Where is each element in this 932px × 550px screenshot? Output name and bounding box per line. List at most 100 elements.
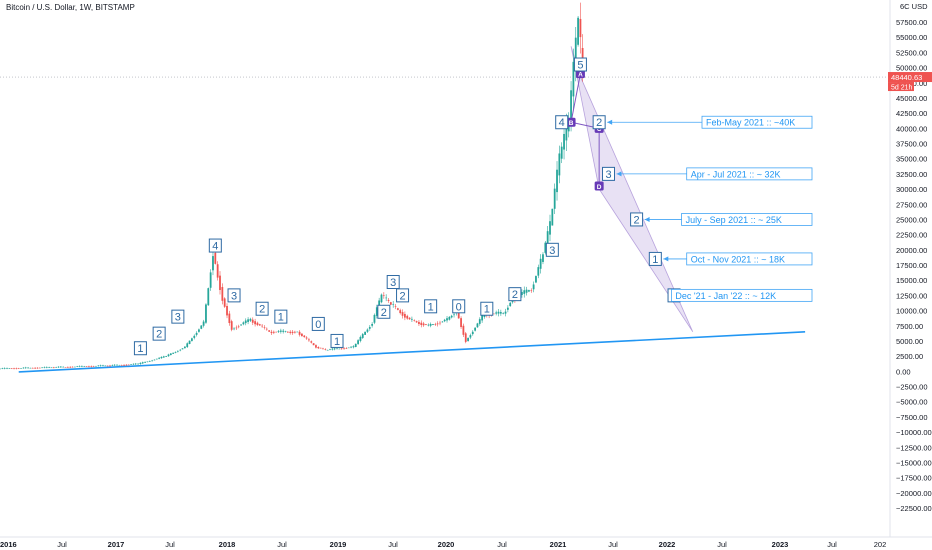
candle-body: [165, 356, 168, 357]
target-label: Feb-May 2021 :: ~40K: [706, 118, 795, 128]
candle-body: [474, 327, 477, 331]
price-tick-label: 17500.00: [896, 261, 927, 270]
wave-label-box: [274, 309, 288, 324]
candle-body: [193, 335, 196, 338]
candle-body: [282, 330, 285, 332]
candle-body: [17, 368, 20, 369]
wave-label-box: [377, 304, 391, 319]
candle-body: [329, 349, 331, 350]
candle-body: [109, 365, 111, 367]
wave-label: 3: [605, 169, 611, 181]
candle-body: [256, 322, 259, 325]
candle-body: [572, 61, 575, 97]
candle-body: [31, 367, 34, 369]
candle-body: [48, 367, 51, 368]
candle-body: [539, 258, 542, 269]
candle-body: [36, 367, 39, 369]
wave-label: 1: [484, 304, 490, 316]
candle-body: [504, 311, 507, 314]
candle-body: [415, 321, 418, 323]
wave-label-box: [573, 57, 587, 72]
candle-body: [495, 312, 498, 314]
wave-label: 3: [549, 245, 555, 257]
candle-body: [467, 338, 469, 341]
wave-label: 2: [156, 329, 162, 341]
candle-body: [289, 331, 292, 333]
candle-body: [183, 346, 186, 349]
candle-body: [354, 343, 357, 348]
candle-body: [235, 327, 238, 329]
candle-body: [83, 366, 86, 367]
point-marker: [594, 181, 604, 191]
candle-body: [579, 18, 582, 38]
candle-body: [10, 368, 13, 370]
price-tick-label: 35000.00: [896, 155, 927, 164]
price-tick-label: −2500.00: [896, 383, 928, 392]
price-tick-label: 20000.00: [896, 246, 927, 255]
candle-body: [427, 324, 430, 326]
candle-body: [99, 365, 102, 366]
candle-body: [258, 324, 261, 326]
candle-body: [312, 343, 315, 346]
candle-body: [506, 307, 509, 310]
candle-body: [85, 366, 88, 367]
price-tick-label: 45000.00: [896, 94, 927, 103]
candle-body: [392, 304, 395, 305]
candle-body: [350, 346, 352, 348]
wave-label-box: [255, 301, 269, 316]
candle-body: [200, 325, 203, 329]
candle-body: [29, 367, 32, 369]
wave-label: 2: [512, 289, 518, 301]
wave-label: 0: [315, 319, 321, 331]
price-tick-label: 5000.00: [896, 337, 923, 346]
target-label: Dec '21 - Jan '22 :: ~ 12K: [675, 291, 776, 301]
candle-body: [228, 313, 231, 324]
wave-label: 1: [137, 343, 143, 355]
candle-body: [272, 331, 275, 333]
wave-label: 1: [334, 336, 340, 348]
candle-body: [270, 331, 273, 334]
price-tick-label: 30000.00: [896, 185, 927, 194]
candle-body: [521, 292, 523, 295]
wave-label-box: [648, 251, 662, 266]
point-marker: [566, 117, 576, 127]
candle-body: [104, 365, 107, 367]
candle-body: [359, 336, 362, 341]
candle-body: [52, 367, 55, 369]
candle-body: [497, 311, 500, 314]
candle-body: [59, 366, 62, 368]
candle-body: [43, 367, 46, 368]
candle-body: [242, 322, 245, 325]
target-label: Apr - Jul 2021 :: ~ 32K: [691, 169, 781, 179]
candle-body: [357, 340, 359, 344]
candle-body: [464, 333, 467, 342]
candle-body: [3, 368, 6, 369]
candle-body: [78, 366, 81, 367]
target-arrow-head: [616, 171, 622, 177]
candle-body: [553, 188, 556, 209]
candle-body: [434, 324, 437, 325]
wave-label-box: [480, 301, 494, 316]
candle-body: [343, 348, 345, 349]
candle-body: [191, 338, 193, 341]
candle-body: [574, 37, 577, 71]
wave-label: 2: [259, 304, 265, 316]
price-tick-label: 22500.00: [896, 231, 927, 240]
candle-body: [90, 366, 93, 367]
wave-label: 2: [596, 117, 602, 129]
candle-body: [425, 324, 427, 326]
candle-body: [263, 327, 266, 328]
candle-body: [162, 356, 165, 358]
candle-body: [535, 276, 537, 283]
candle-body: [509, 302, 512, 307]
candle-body: [186, 343, 189, 348]
candle-body: [95, 365, 97, 367]
candle-body: [38, 367, 41, 369]
candle-body: [286, 331, 289, 333]
candle-body: [502, 313, 505, 314]
candle-body: [205, 304, 207, 323]
candle-body: [291, 331, 294, 334]
candle-body: [275, 331, 278, 333]
candle-body: [226, 306, 228, 316]
